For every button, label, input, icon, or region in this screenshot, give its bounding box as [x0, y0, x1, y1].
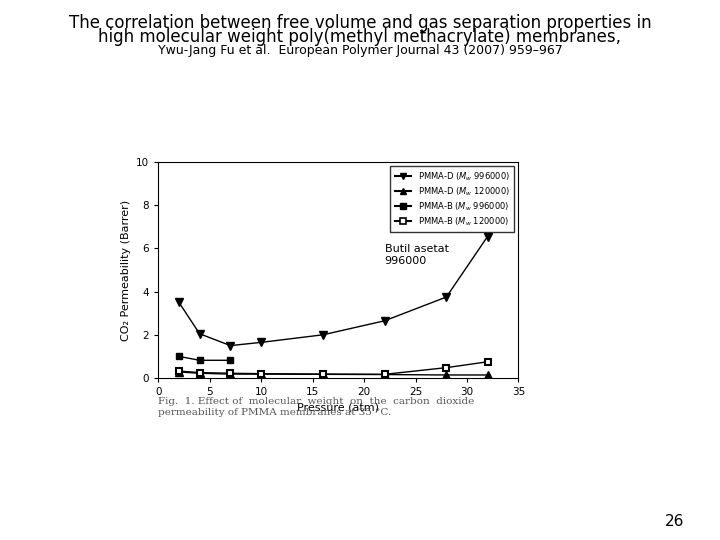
Legend: PMMA-D ($M_w$ 996000), PMMA-D ($M_w$ 120000), PMMA-B ($M_w$ 996000), PMMA-B ($M_: PMMA-D ($M_w$ 996000), PMMA-D ($M_w$ 120… [390, 166, 514, 232]
Text: Fig.  1. Effect of  molecular  weight  on  the  carbon  dioxide: Fig. 1. Effect of molecular weight on th… [158, 397, 474, 406]
Text: Butil asetat
996000: Butil asetat 996000 [384, 244, 449, 266]
Text: 26: 26 [665, 514, 684, 529]
X-axis label: Pressure (atm): Pressure (atm) [297, 403, 379, 413]
Text: permeability of PMMA membranes at 35 °C.: permeability of PMMA membranes at 35 °C. [158, 408, 392, 417]
Y-axis label: CO₂ Permeability (Barrer): CO₂ Permeability (Barrer) [121, 199, 131, 341]
Text: high molecular weight poly(methyl methacrylate) membranes,: high molecular weight poly(methyl methac… [99, 28, 621, 46]
Text: The correlation between free volume and gas separation properties in: The correlation between free volume and … [68, 14, 652, 31]
Text: Ywu-Jang Fu et al.  European Polymer Journal 43 (2007) 959–967: Ywu-Jang Fu et al. European Polymer Jour… [158, 44, 562, 57]
